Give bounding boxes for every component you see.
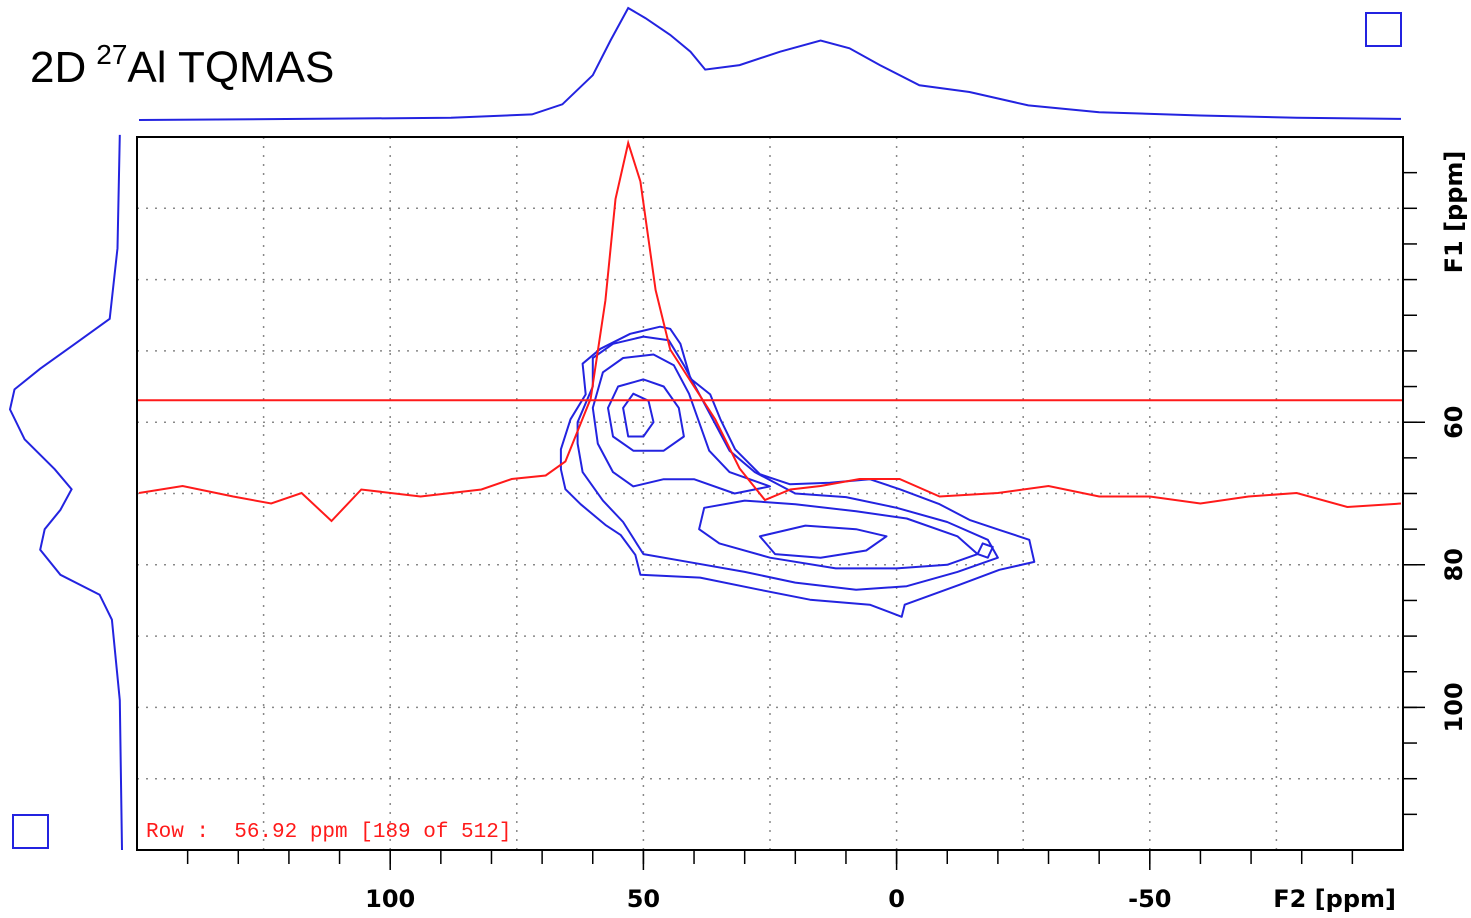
contour (559, 325, 1036, 618)
contour (698, 499, 979, 570)
x-axis-label: F2 [ppm] (1273, 885, 1396, 913)
contour (976, 542, 994, 559)
x-tick-label: 0 (888, 885, 905, 913)
contour (591, 353, 771, 495)
view-button[interactable] (1365, 12, 1402, 47)
row-label: Row : 56.92 ppm [189 of 512] (146, 821, 511, 844)
y-axis-label: F1 [ppm] (1440, 151, 1468, 274)
f2-projection (138, 6, 1402, 121)
title-text: 2D (30, 43, 86, 92)
row-slice (138, 139, 1402, 523)
x-tick-label: 50 (627, 885, 660, 913)
y-tick-label: 80 (1440, 548, 1468, 581)
f1-projection (8, 134, 123, 851)
contour (758, 524, 888, 559)
chart-title: 2D 27Al TQMAS (30, 39, 334, 92)
contour (622, 392, 655, 438)
x-tick-label: -50 (1128, 885, 1171, 913)
y-tick-label: 100 (1440, 682, 1468, 732)
contour (607, 378, 685, 452)
x-tick-label: 100 (365, 885, 415, 913)
view-button[interactable] (12, 814, 49, 849)
contour (576, 335, 999, 591)
title-text: Al TQMAS (127, 43, 334, 92)
title-superscript: 27 (96, 39, 127, 70)
plot-frame (136, 136, 1404, 851)
y-tick-label: 60 (1440, 405, 1468, 438)
